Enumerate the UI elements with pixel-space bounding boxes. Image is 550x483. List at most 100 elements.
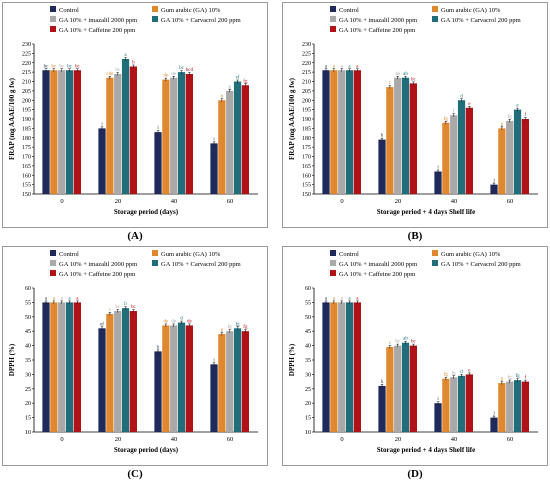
significance-letter: e xyxy=(468,102,471,107)
y-tick-label: 220 xyxy=(302,61,311,67)
bar xyxy=(394,77,402,194)
legend-swatch xyxy=(152,16,158,22)
bar xyxy=(121,308,130,432)
y-tick-label: 40 xyxy=(305,344,311,350)
bar xyxy=(521,119,529,194)
significance-letter: de xyxy=(187,319,193,324)
legend-swatch xyxy=(432,16,438,22)
significance-letter: c xyxy=(109,308,112,313)
significance-letter: fg xyxy=(228,325,233,330)
significance-letter: ab xyxy=(395,72,400,77)
bar xyxy=(338,70,346,194)
x-tick-label: 0 xyxy=(340,198,343,205)
x-tick-label: 0 xyxy=(340,436,343,443)
significance-letter: fg xyxy=(508,376,513,381)
bar xyxy=(154,132,162,194)
x-axis-label: Storage period + 4 days Shelf life xyxy=(377,446,476,454)
y-tick-label: 215 xyxy=(302,70,311,76)
significance-letter: g xyxy=(501,377,504,382)
significance-letter: j xyxy=(492,179,494,184)
bar xyxy=(114,311,122,432)
significance-letter: bc xyxy=(59,64,65,69)
y-tick-label: 225 xyxy=(22,51,31,57)
chart-dpph-storage: Control Gum arabic (GA) 10% GA 10% + imaza… xyxy=(8,250,258,454)
significance-letter: bc xyxy=(411,77,417,82)
significance-letter: c xyxy=(389,81,392,86)
y-tick-label: 230 xyxy=(22,42,31,48)
legend-label: Gum arabic (GA) 10% xyxy=(161,251,221,258)
significance-letter: i xyxy=(101,122,103,127)
bar xyxy=(353,302,361,432)
bar xyxy=(338,302,346,432)
legend-swatch xyxy=(330,26,336,32)
x-tick-label: 40 xyxy=(171,436,178,443)
significance-letter: a xyxy=(325,296,328,301)
legend-swatch xyxy=(330,6,336,12)
legend-swatch xyxy=(330,260,336,266)
y-tick-label: 50 xyxy=(305,315,311,321)
y-tick-label: 10 xyxy=(305,430,311,436)
bar xyxy=(386,347,394,432)
bar xyxy=(409,345,417,432)
y-tick-label: 35 xyxy=(25,358,31,364)
bar xyxy=(457,100,466,194)
significance-letter: bc xyxy=(131,305,137,310)
legend-label: Control xyxy=(59,251,79,258)
significance-letter: fg xyxy=(444,373,449,378)
significance-letter: i xyxy=(437,166,439,171)
bar xyxy=(394,345,402,432)
x-tick-label: 20 xyxy=(395,198,402,205)
significance-letter: i xyxy=(157,126,159,131)
bar xyxy=(98,128,106,194)
x-tick-label: 60 xyxy=(507,436,514,443)
y-tick-label: 185 xyxy=(302,126,311,132)
y-tick-label: 150 xyxy=(302,192,311,198)
y-tick-label: 60 xyxy=(25,286,31,292)
legend-swatch xyxy=(50,260,56,266)
y-tick-label: 155 xyxy=(302,183,311,189)
y-axis-label: FRAP (mg AAAE/100 g fw) xyxy=(288,77,296,160)
bar xyxy=(154,351,162,432)
legend-label: Gum arabic (GA) 10% xyxy=(441,251,501,258)
significance-letter: ef xyxy=(236,76,240,81)
significance-letter: a xyxy=(356,296,359,301)
y-tick-label: 165 xyxy=(302,164,311,170)
x-axis-label: Storage period (days) xyxy=(114,446,179,454)
y-tick-label: 160 xyxy=(22,173,31,179)
y-tick-label: 160 xyxy=(302,173,311,179)
chart-frap-storage: Control Gum arabic (GA) 10% GA 10% + imaza… xyxy=(8,6,258,216)
bar xyxy=(521,381,529,432)
bar xyxy=(241,85,249,194)
chart-dpph-shelf-life: Control Gum arabic (GA) 10% GA 10% + imaza… xyxy=(288,250,538,454)
significance-letter: e xyxy=(516,104,519,109)
significance-letter: a xyxy=(341,64,344,69)
y-tick-label: 230 xyxy=(302,42,311,48)
legend-label: GA 10% + imazalil 2000 ppm xyxy=(59,261,137,268)
bar xyxy=(233,328,242,432)
legend-swatch xyxy=(50,26,56,32)
bar xyxy=(498,383,506,432)
significance-letter: de xyxy=(171,72,177,77)
y-tick-label: 45 xyxy=(25,329,31,335)
bar xyxy=(129,66,137,194)
significance-letter: fg xyxy=(508,115,513,120)
bar xyxy=(490,184,498,194)
panel-b-caption: (B) xyxy=(407,230,423,242)
bar xyxy=(465,374,473,432)
chart-frap-shelf-life: Control Gum arabic (GA) 10% GA 10% + imaza… xyxy=(288,6,538,216)
legend-label: Gum arabic (GA) 10% xyxy=(161,7,221,14)
significance-letter: a xyxy=(333,64,336,69)
significance-letter: a xyxy=(356,64,359,69)
bar xyxy=(226,90,234,194)
significance-letter: bc xyxy=(115,305,121,310)
significance-letter: d xyxy=(180,317,183,322)
significance-letter: a xyxy=(61,296,64,301)
legend-label: GA 10% + Caffeine 200 ppm xyxy=(59,271,135,278)
significance-letter: bc xyxy=(395,340,401,345)
significance-letter: h xyxy=(157,345,160,350)
significance-letter: f xyxy=(525,376,527,381)
y-tick-label: 30 xyxy=(305,372,311,378)
significance-letter: bcd xyxy=(186,68,194,73)
y-tick-label: 45 xyxy=(305,329,311,335)
significance-letter: g xyxy=(501,122,504,127)
